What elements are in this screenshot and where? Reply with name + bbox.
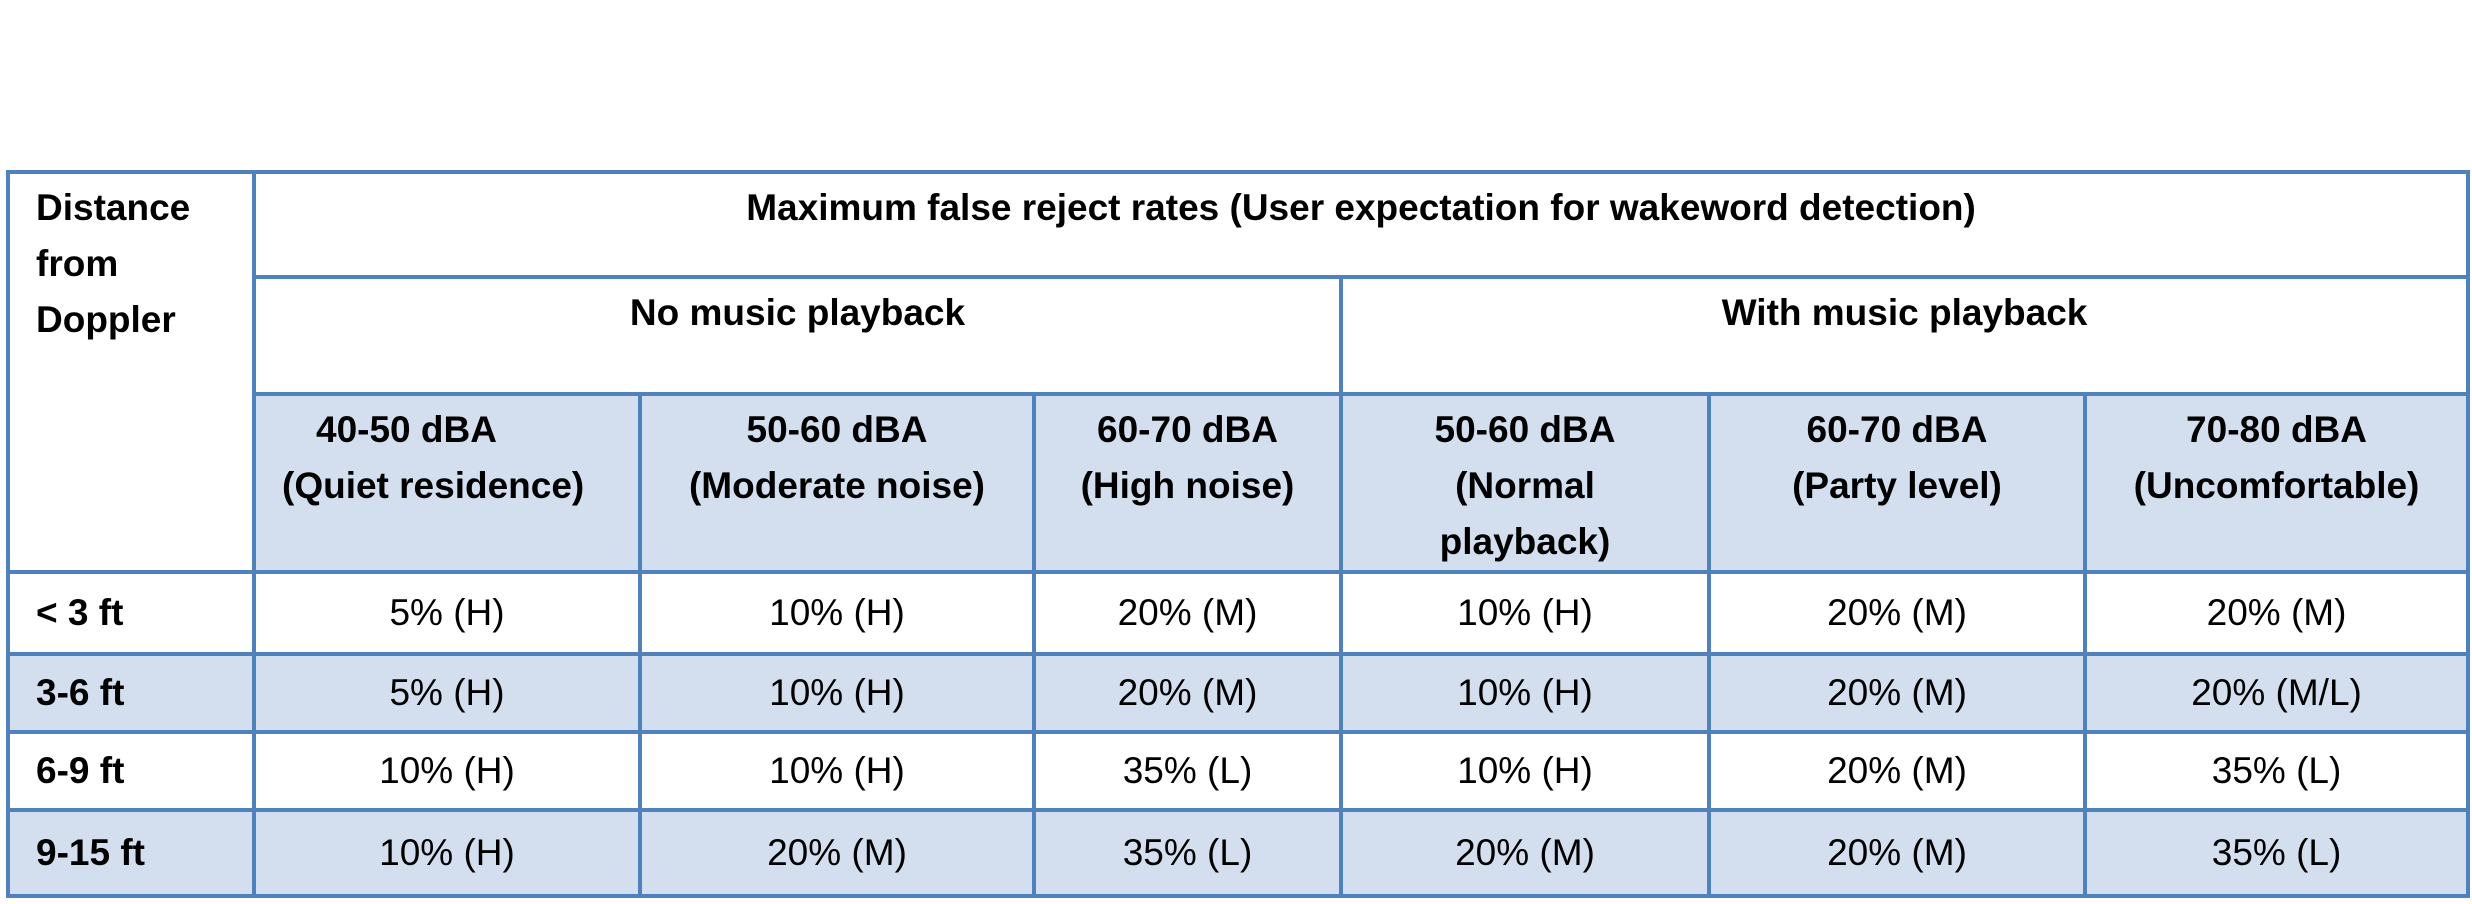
- table-cell: 10% (H): [638, 730, 1036, 812]
- table-cell: 20% (M): [1707, 730, 2087, 812]
- table-cell: 10% (H): [252, 808, 642, 898]
- table-cell: 10% (H): [252, 730, 642, 812]
- table-cell: 20% (M): [2082, 570, 2471, 656]
- level-value: 50-60 dBA: [1434, 409, 1616, 450]
- table-cell: 10% (H): [1339, 730, 1711, 812]
- table-cell: 10% (H): [638, 652, 1036, 734]
- level-description: (Party level): [1792, 465, 2002, 506]
- table-cell: 20% (M): [1707, 570, 2087, 656]
- level-value: 60-70 dBA: [1097, 409, 1278, 450]
- level-description: (Moderate noise): [688, 465, 986, 506]
- table-row: 3-6 ft 5% (H) 10% (H) 20% (M) 10% (H) 20…: [6, 652, 2471, 734]
- title-row: Distance from Doppler Maximum false reje…: [6, 170, 2471, 574]
- table-cell: 5% (H): [252, 570, 642, 656]
- table-cell: 20% (M): [1032, 570, 1343, 656]
- group-with-music: With music playback: [1338, 275, 2471, 396]
- level-header: 40-50 dBA (Quiet residence): [252, 392, 642, 574]
- level-description: (Uncomfortable): [2133, 465, 2420, 506]
- table-cell: 35% (L): [2082, 730, 2471, 812]
- level-header: 60-70 dBA (High noise): [1032, 392, 1343, 574]
- level-description: (Normal playback): [1439, 465, 1611, 562]
- table-cell: 20% (M): [1707, 808, 2087, 898]
- table-cell: 20% (M): [1032, 652, 1343, 734]
- table-cell: 35% (L): [2082, 808, 2471, 898]
- row-distance: 3-6 ft: [6, 652, 256, 734]
- row-distance: 6-9 ft: [6, 730, 256, 812]
- level-value: 60-70 dBA: [1806, 409, 1988, 450]
- false-reject-table: Distance from Doppler Maximum false reje…: [6, 170, 2471, 898]
- table-cell: 10% (H): [638, 570, 1036, 656]
- table-cell: 5% (H): [252, 652, 642, 734]
- level-description: (Quiet residence): [282, 465, 585, 506]
- table-row: < 3 ft 5% (H) 10% (H) 20% (M) 10% (H) 20…: [6, 570, 2471, 656]
- level-value: 40-50 dBA: [316, 409, 497, 450]
- level-header: 70-80 dBA (Uncomfortable): [2082, 392, 2471, 574]
- row-distance: < 3 ft: [6, 570, 256, 656]
- group-no-music: No music playback: [252, 275, 1343, 396]
- table-title: Maximum false reject rates (User expecta…: [251, 170, 2471, 279]
- table-cell: 20% (M): [638, 808, 1036, 898]
- level-header: 50-60 dBA (Moderate noise): [638, 392, 1036, 574]
- group-row: No music playback With music playback: [8, 275, 2471, 396]
- level-header: 50-60 dBA (Normal playback): [1339, 392, 1711, 574]
- table-row: 9-15 ft 10% (H) 20% (M) 35% (L) 20% (M) …: [6, 808, 2471, 898]
- levels-row: 40-50 dBA (Quiet residence) 50-60 dBA (M…: [8, 392, 2471, 574]
- table-cell: 10% (H): [1339, 570, 1711, 656]
- table-cell: 35% (L): [1032, 808, 1343, 898]
- level-header: 60-70 dBA (Party level): [1707, 392, 2087, 574]
- distance-header: Distance from Doppler: [6, 170, 256, 574]
- table-cell: 10% (H): [1339, 652, 1711, 734]
- table-row: 6-9 ft 10% (H) 10% (H) 35% (L) 10% (H) 2…: [6, 730, 2471, 812]
- table-cell: 20% (M): [1707, 652, 2087, 734]
- level-description: (High noise): [1080, 465, 1295, 506]
- table-cell: 20% (M): [1339, 808, 1711, 898]
- table-cell: 35% (L): [1032, 730, 1343, 812]
- row-distance: 9-15 ft: [6, 808, 256, 898]
- level-value: 70-80 dBA: [2186, 409, 2367, 450]
- table-cell: 20% (M/L): [2082, 652, 2471, 734]
- level-value: 50-60 dBA: [746, 409, 928, 450]
